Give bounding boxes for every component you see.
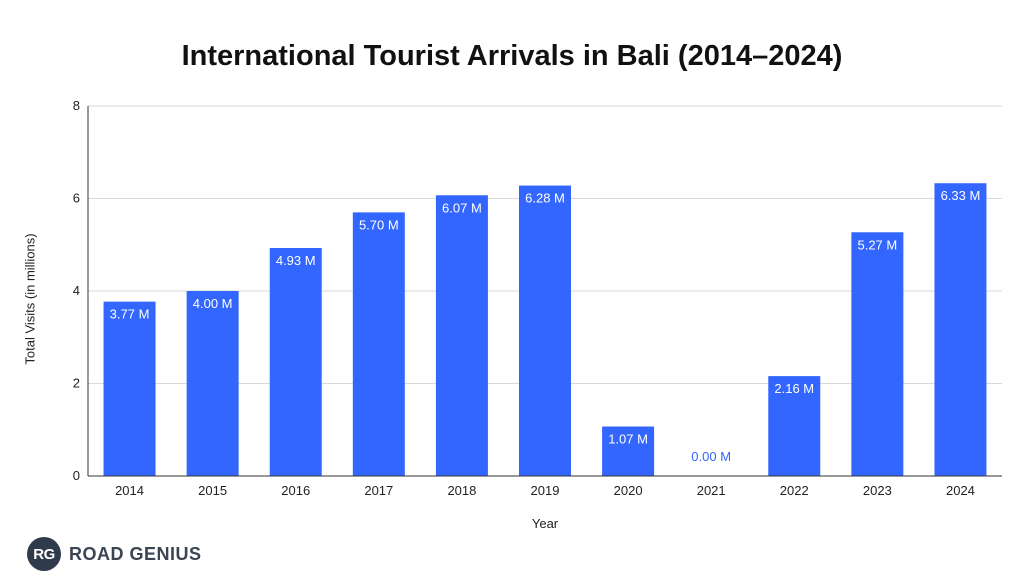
- data-labels: 3.77 M 4.00 M 4.93 M 5.70 M 6.07 M 6.28 M 1.07…: [110, 188, 981, 464]
- data-label: 2.16 M: [774, 381, 814, 396]
- data-label: 1.07 M: [608, 432, 648, 447]
- y-tick-label: 2: [73, 376, 80, 391]
- x-tick-label: 2024: [946, 483, 975, 498]
- x-tick-label: 2021: [697, 483, 726, 498]
- chart-title: International Tourist Arrivals in Bali (…: [181, 40, 843, 72]
- x-tick-label: 2023: [863, 483, 892, 498]
- bar: [934, 183, 987, 477]
- bar: [352, 212, 405, 476]
- x-axis-title: Year: [531, 516, 559, 531]
- y-tick-label: 4: [73, 283, 80, 298]
- x-tick-label: 2020: [614, 483, 643, 498]
- data-label: 6.28 M: [525, 191, 565, 206]
- data-label: 5.70 M: [359, 217, 399, 232]
- x-tick-label: 2014: [115, 483, 144, 498]
- x-tick-label: 2019: [531, 483, 560, 498]
- y-tick-label: 6: [73, 191, 80, 206]
- x-axis-ticks: 2014 2015 2016 2017 2018 2019 2020 2021 2022 2023…: [115, 483, 975, 498]
- x-tick-label: 2015: [198, 483, 227, 498]
- x-tick-label: 2017: [364, 483, 393, 498]
- bar: [519, 185, 571, 477]
- bar: [103, 301, 156, 476]
- y-tick-label: 0: [73, 468, 80, 483]
- bar: [186, 291, 239, 476]
- bar: [851, 232, 904, 476]
- data-label: 6.07 M: [442, 200, 482, 215]
- y-axis-ticks: 0 2 4 6 8: [73, 98, 80, 483]
- brand-footer: RG ROAD GENIUS: [27, 537, 202, 571]
- brand-name: ROAD GENIUS: [69, 543, 202, 564]
- data-label: 3.77 M: [110, 307, 150, 322]
- x-tick-label: 2016: [281, 483, 310, 498]
- brand-logo: RG: [27, 537, 61, 571]
- data-label: 4.93 M: [276, 253, 316, 268]
- data-label: 4.00 M: [193, 296, 233, 311]
- bar: [435, 195, 488, 476]
- bar: [269, 247, 322, 476]
- bar: [602, 426, 655, 476]
- data-label: 6.33 M: [941, 188, 981, 203]
- bar: [768, 376, 821, 476]
- x-tick-label: 2022: [780, 483, 809, 498]
- data-label: 0.00 M: [691, 449, 731, 464]
- y-axis-title: Total Visits (in millions): [22, 233, 38, 365]
- x-tick-label: 2018: [447, 483, 476, 498]
- data-label: 5.27 M: [857, 237, 897, 252]
- y-tick-label: 8: [73, 98, 80, 113]
- bars: [103, 183, 987, 477]
